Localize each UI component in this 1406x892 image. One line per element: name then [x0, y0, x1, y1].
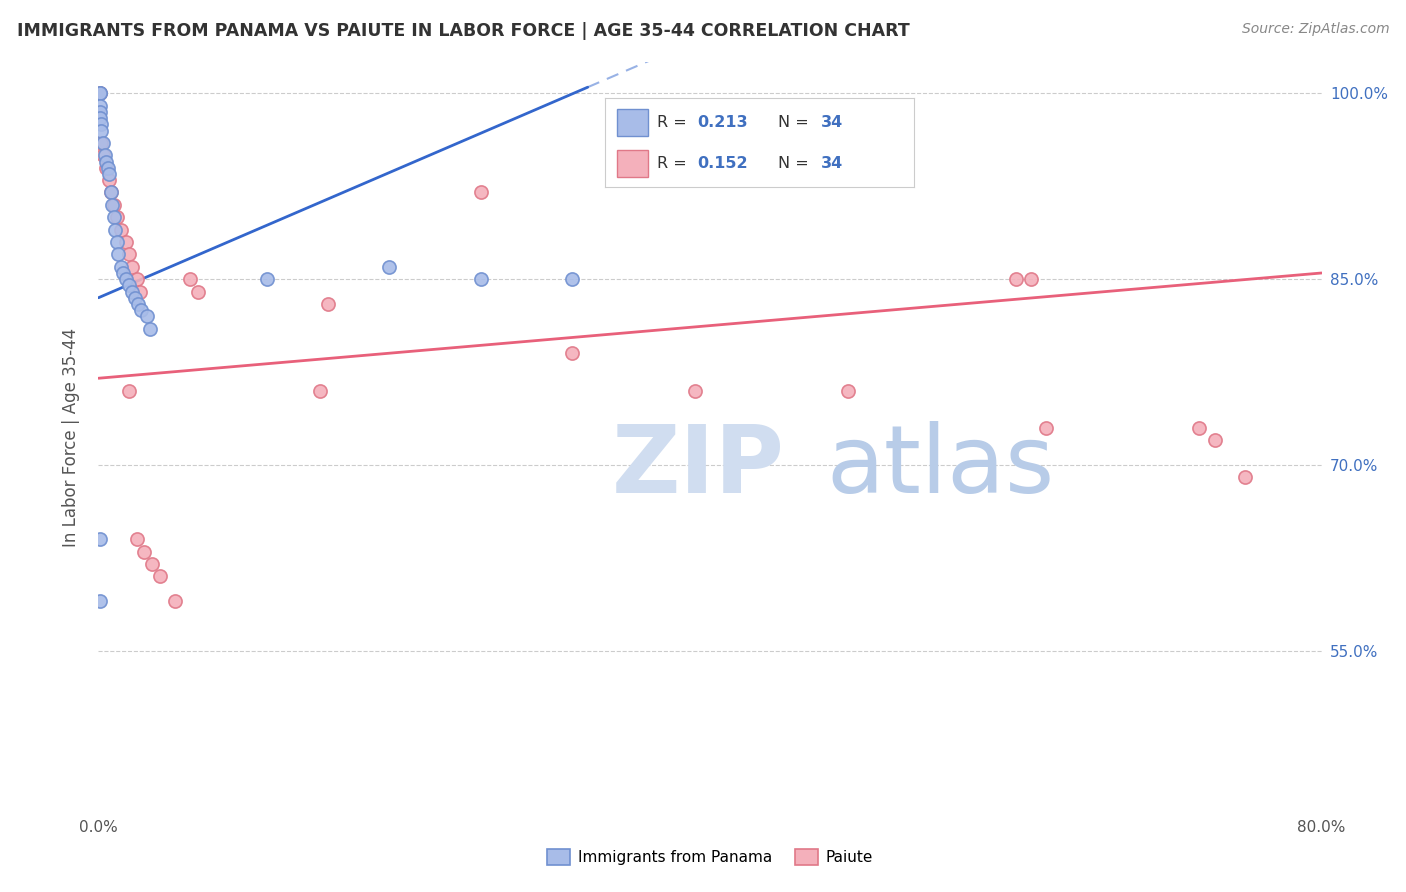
Point: [118, 278, 141, 293]
Point: [104, 222, 127, 236]
Point: [107, 247, 129, 261]
Y-axis label: In Labor Force | Age 35-44: In Labor Force | Age 35-44: [62, 327, 80, 547]
Point: [837, 384, 859, 398]
Point: [118, 384, 141, 398]
Point: [98, 173, 121, 187]
Point: [1019, 272, 1042, 286]
Point: [94, 154, 117, 169]
Point: [110, 260, 132, 274]
Point: [100, 186, 122, 200]
Text: N =: N =: [778, 156, 814, 170]
Point: [121, 260, 143, 274]
Point: [129, 303, 152, 318]
Point: [118, 247, 141, 261]
Point: [470, 186, 492, 200]
Point: [683, 384, 706, 398]
Point: [89, 105, 111, 120]
Point: [316, 297, 339, 311]
Point: [1004, 272, 1026, 286]
Point: [98, 167, 121, 181]
Point: [125, 272, 148, 286]
Point: [89, 594, 111, 608]
Point: [139, 322, 162, 336]
Point: [89, 87, 111, 101]
Point: [134, 544, 156, 558]
Point: [111, 266, 134, 280]
Point: [103, 198, 125, 212]
Point: [470, 272, 492, 286]
Text: R =: R =: [657, 156, 692, 170]
Point: [89, 111, 111, 125]
Text: ZIP: ZIP: [612, 421, 785, 513]
Point: [179, 272, 201, 286]
Point: [561, 346, 583, 360]
Text: atlas: atlas: [827, 421, 1054, 513]
Text: 34: 34: [821, 156, 844, 170]
Point: [141, 557, 163, 571]
Point: [90, 123, 112, 137]
Point: [149, 569, 172, 583]
Point: [378, 260, 401, 274]
Text: 0.213: 0.213: [697, 115, 748, 129]
Point: [1035, 421, 1057, 435]
Point: [94, 161, 117, 175]
Point: [121, 285, 143, 299]
Text: 34: 34: [821, 115, 844, 129]
Point: [91, 148, 114, 162]
Point: [89, 99, 111, 113]
Point: [163, 594, 186, 608]
Bar: [617, 109, 648, 136]
Text: IMMIGRANTS FROM PANAMA VS PAIUTE IN LABOR FORCE | AGE 35-44 CORRELATION CHART: IMMIGRANTS FROM PANAMA VS PAIUTE IN LABO…: [17, 22, 910, 40]
Point: [105, 235, 128, 249]
Bar: [617, 150, 648, 177]
Point: [256, 272, 278, 286]
Point: [309, 384, 332, 398]
Point: [561, 272, 583, 286]
Point: [128, 285, 150, 299]
Text: R =: R =: [657, 115, 692, 129]
Point: [93, 148, 115, 162]
Point: [90, 136, 112, 150]
Text: N =: N =: [778, 115, 814, 129]
Point: [105, 211, 128, 225]
Point: [110, 222, 132, 236]
Point: [115, 235, 138, 249]
Point: [100, 186, 122, 200]
Point: [101, 198, 124, 212]
Point: [127, 297, 149, 311]
Point: [1204, 433, 1226, 447]
Point: [136, 310, 159, 324]
Point: [1234, 470, 1257, 484]
Text: Source: ZipAtlas.com: Source: ZipAtlas.com: [1241, 22, 1389, 37]
Point: [125, 533, 148, 547]
Point: [115, 272, 138, 286]
Legend: Immigrants from Panama, Paiute: Immigrants from Panama, Paiute: [541, 843, 879, 871]
Point: [103, 211, 125, 225]
Point: [89, 533, 111, 547]
Point: [89, 87, 111, 101]
Text: 0.152: 0.152: [697, 156, 748, 170]
Point: [90, 117, 112, 131]
Point: [1188, 421, 1211, 435]
Point: [124, 291, 146, 305]
Point: [91, 136, 114, 150]
Point: [187, 285, 209, 299]
Point: [89, 87, 111, 101]
Point: [97, 161, 120, 175]
